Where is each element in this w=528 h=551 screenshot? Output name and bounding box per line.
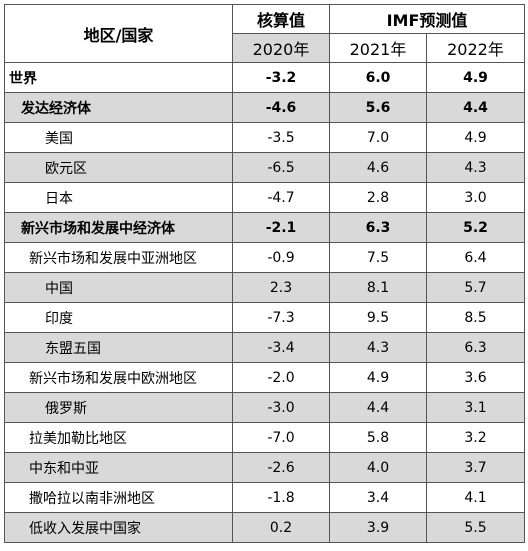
value-2022: 4.4 (426, 92, 525, 123)
value-2021: 4.3 (329, 332, 427, 363)
value-2021: 2.8 (329, 182, 427, 213)
table-row: 东盟五国 -3.4 4.3 6.3 (4, 332, 525, 363)
value-2020: -3.4 (232, 332, 330, 363)
value-2021: 4.4 (329, 392, 427, 423)
value-2020: -6.5 (232, 152, 330, 183)
table-row: 中国 2.3 8.1 5.7 (4, 272, 525, 303)
value-2021: 6.0 (329, 62, 427, 93)
table-row: 撒哈拉以南非洲地区 -1.8 3.4 4.1 (4, 482, 525, 513)
region-name: 中国 (4, 272, 233, 303)
value-2022: 6.3 (426, 332, 525, 363)
value-2021: 3.9 (329, 512, 427, 543)
table-row: 新兴市场和发展中欧洲地区 -2.0 4.9 3.6 (4, 362, 525, 393)
value-2021: 6.3 (329, 212, 427, 243)
region-name: 低收入发展中国家 (4, 512, 233, 543)
table-row: 新兴市场和发展中亚洲地区 -0.9 7.5 6.4 (4, 242, 525, 273)
value-2022: 6.4 (426, 242, 525, 273)
header-actual: 核算值 (232, 4, 330, 34)
value-2022: 8.5 (426, 302, 525, 333)
value-2021: 8.1 (329, 272, 427, 303)
value-2020: -4.6 (232, 92, 330, 123)
value-2022: 3.7 (426, 452, 525, 483)
region-name: 拉美加勒比地区 (4, 422, 233, 453)
header-forecast: IMF预测值 (329, 4, 525, 34)
value-2020: -3.0 (232, 392, 330, 423)
value-2021: 4.0 (329, 452, 427, 483)
region-name: 印度 (4, 302, 233, 333)
value-2022: 4.9 (426, 122, 525, 153)
header-year-2020: 2020年 (232, 33, 330, 63)
value-2021: 3.4 (329, 482, 427, 513)
header-region: 地区/国家 (4, 4, 233, 63)
table-row: 拉美加勒比地区 -7.0 5.8 3.2 (4, 422, 525, 453)
value-2020: -3.5 (232, 122, 330, 153)
region-name: 撒哈拉以南非洲地区 (4, 482, 233, 513)
table-row: 日本 -4.7 2.8 3.0 (4, 182, 525, 213)
region-name: 世界 (4, 62, 233, 93)
value-2020: 2.3 (232, 272, 330, 303)
value-2022: 4.3 (426, 152, 525, 183)
value-2020: -2.1 (232, 212, 330, 243)
table-row: 俄罗斯 -3.0 4.4 3.1 (4, 392, 525, 423)
value-2022: 5.2 (426, 212, 525, 243)
value-2022: 4.9 (426, 62, 525, 93)
table-row: 低收入发展中国家 0.2 3.9 5.5 (4, 512, 525, 543)
value-2022: 3.6 (426, 362, 525, 393)
table-row: 世界 -3.2 6.0 4.9 (4, 62, 525, 93)
region-name: 中东和中亚 (4, 452, 233, 483)
table-row: 发达经济体 -4.6 5.6 4.4 (4, 92, 525, 123)
value-2022: 3.2 (426, 422, 525, 453)
region-name: 东盟五国 (4, 332, 233, 363)
value-2022: 5.5 (426, 512, 525, 543)
table-row: 欧元区 -6.5 4.6 4.3 (4, 152, 525, 183)
region-name: 发达经济体 (4, 92, 233, 123)
header-year-2022: 2022年 (426, 33, 525, 63)
value-2020: -1.8 (232, 482, 330, 513)
region-name: 欧元区 (4, 152, 233, 183)
table-row: 印度 -7.3 9.5 8.5 (4, 302, 525, 333)
value-2022: 3.0 (426, 182, 525, 213)
value-2020: -7.0 (232, 422, 330, 453)
value-2020: -0.9 (232, 242, 330, 273)
gdp-growth-table: 地区/国家 核算值 IMF预测值 2020年 2021年 2022年 世界 -3… (4, 4, 525, 543)
value-2020: -3.2 (232, 62, 330, 93)
value-2021: 5.8 (329, 422, 427, 453)
value-2020: -2.0 (232, 362, 330, 393)
value-2021: 7.5 (329, 242, 427, 273)
table-row: 美国 -3.5 7.0 4.9 (4, 122, 525, 153)
value-2022: 4.1 (426, 482, 525, 513)
value-2021: 4.6 (329, 152, 427, 183)
value-2021: 5.6 (329, 92, 427, 123)
value-2021: 4.9 (329, 362, 427, 393)
region-name: 美国 (4, 122, 233, 153)
region-name: 新兴市场和发展中经济体 (4, 212, 233, 243)
table-row: 新兴市场和发展中经济体 -2.1 6.3 5.2 (4, 212, 525, 243)
value-2021: 9.5 (329, 302, 427, 333)
table-row: 中东和中亚 -2.6 4.0 3.7 (4, 452, 525, 483)
value-2022: 5.7 (426, 272, 525, 303)
value-2022: 3.1 (426, 392, 525, 423)
region-name: 日本 (4, 182, 233, 213)
region-name: 俄罗斯 (4, 392, 233, 423)
value-2020: -7.3 (232, 302, 330, 333)
region-name: 新兴市场和发展中亚洲地区 (4, 242, 233, 273)
value-2020: 0.2 (232, 512, 330, 543)
header-year-2021: 2021年 (329, 33, 427, 63)
value-2020: -4.7 (232, 182, 330, 213)
value-2021: 7.0 (329, 122, 427, 153)
region-name: 新兴市场和发展中欧洲地区 (4, 362, 233, 393)
value-2020: -2.6 (232, 452, 330, 483)
